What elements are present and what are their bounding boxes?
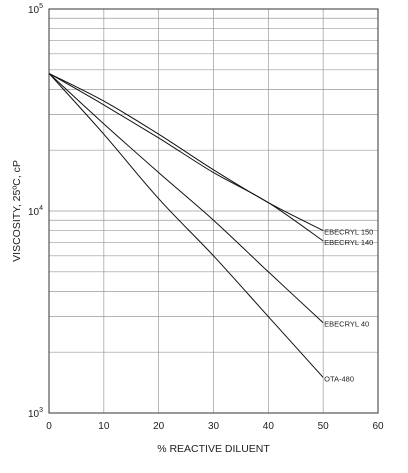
y-tick-label: 104 xyxy=(28,205,43,218)
y-tick-label: 105 xyxy=(28,3,43,16)
x-tick-label: 40 xyxy=(263,421,275,432)
plot-frame xyxy=(48,8,379,414)
x-tick-label: 60 xyxy=(372,421,384,432)
y-axis-title: VISCOSITY, 25ºC, cP xyxy=(11,160,23,262)
tick-labels: 0 10 20 30 40 50 60 103 104 105 xyxy=(28,3,384,432)
y-tick-label: 103 xyxy=(28,407,43,420)
series-line-ota-480 xyxy=(48,73,324,378)
series-label-ota-480: OTA-480 xyxy=(324,374,354,383)
series-line-ebecryl-140 xyxy=(48,72,324,242)
grid xyxy=(48,9,379,414)
series-lines xyxy=(48,72,324,378)
series-label-ebecryl-40: EBECRYL 40 xyxy=(324,320,369,329)
x-tick-label: 10 xyxy=(98,421,110,432)
x-tick-label: 20 xyxy=(153,421,165,432)
x-tick-label: 0 xyxy=(46,421,52,432)
series-label-ebecryl-140: EBECRYL 140 xyxy=(324,238,373,247)
series-label-ebecryl-150: EBECRYL 150 xyxy=(324,228,373,237)
x-axis-title: % REACTIVE DILUENT xyxy=(157,443,270,455)
x-tick-label: 50 xyxy=(318,421,330,432)
x-tick-label: 30 xyxy=(208,421,220,432)
series-line-ebecryl-40 xyxy=(48,73,324,324)
